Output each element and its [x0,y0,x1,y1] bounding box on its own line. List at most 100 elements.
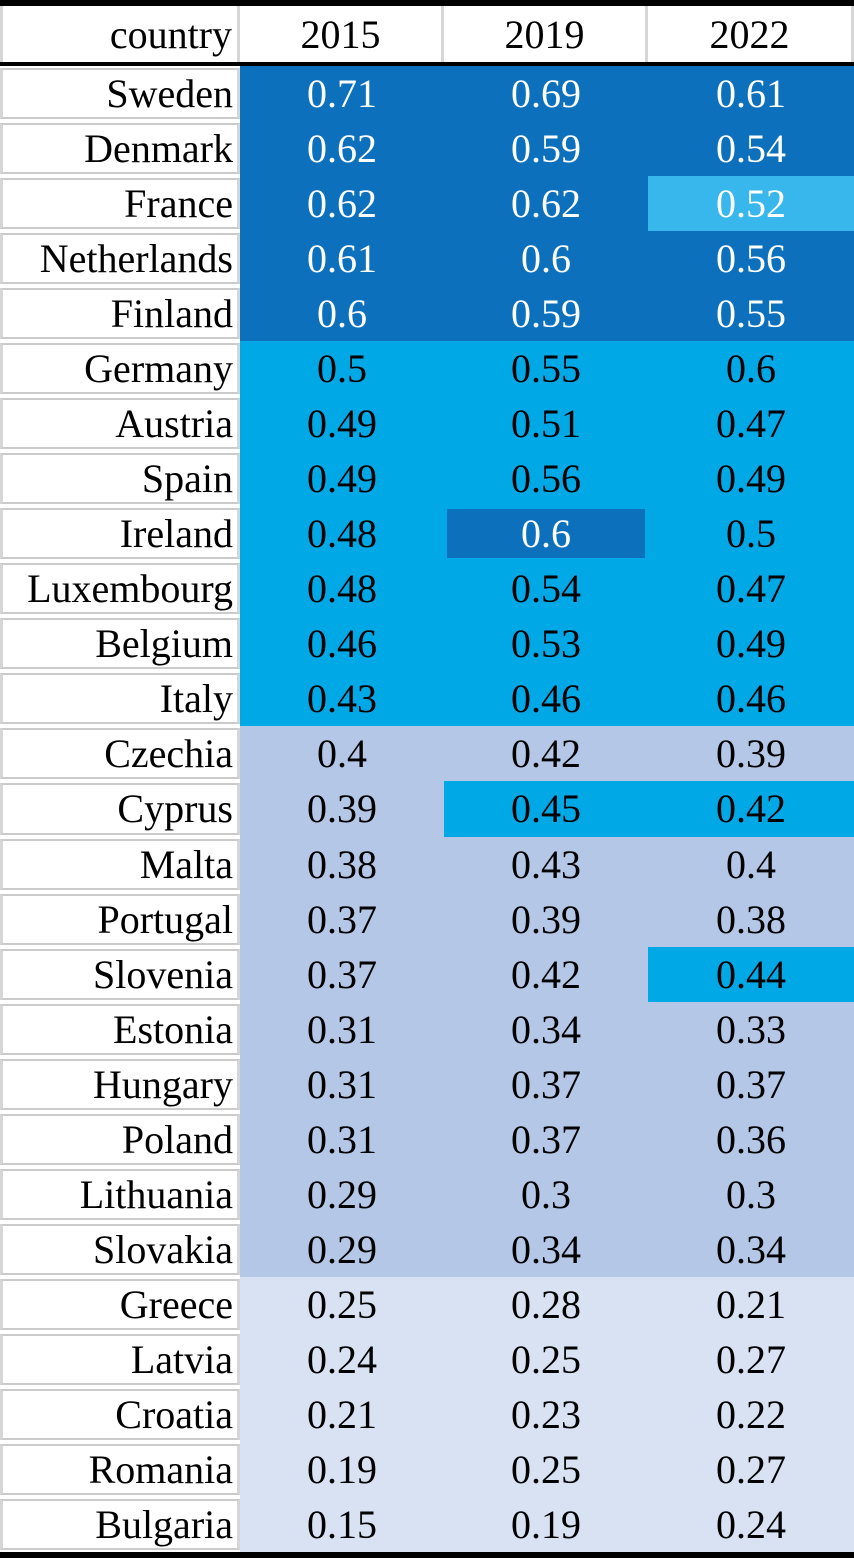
value-cell: 0.24 [240,1331,444,1387]
value-cell: 0.29 [240,1221,444,1277]
value-cell: 0.34 [444,1221,648,1277]
value-cell: 0.34 [444,1001,648,1057]
value-cell: 0.25 [444,1331,648,1387]
value-cell: 0.42 [444,946,648,1002]
table-row: Finland 0.6 0.59 0.55 [0,286,854,342]
value-cell: 0.28 [444,1276,648,1332]
table-header-row: country 2015 2019 2022 [0,6,854,66]
table-row: Lithuania 0.29 0.3 0.3 [0,1166,854,1222]
value-cell: 0.21 [240,1386,444,1442]
country-cell: Spain [0,453,240,505]
table-row: Poland 0.31 0.37 0.36 [0,1111,854,1167]
table-row: Netherlands 0.61 0.6 0.56 [0,231,854,287]
value-cell: 0.36 [648,1111,854,1167]
table-row: Cyprus 0.39 0.45 0.42 [0,781,854,837]
country-cell: Germany [0,343,240,395]
country-cell: Austria [0,398,240,450]
value-cell: 0.31 [240,1056,444,1112]
value-cell: 0.46 [444,671,648,727]
value-cell: 0.56 [444,451,648,507]
value-cell: 0.59 [444,121,648,177]
value-cell: 0.25 [240,1276,444,1332]
value-cell: 0.39 [240,781,444,837]
value-cell: 0.15 [240,1496,444,1552]
value-cell: 0.62 [240,176,444,232]
table-row: Germany 0.5 0.55 0.6 [0,341,854,397]
value-cell: 0.53 [444,616,648,672]
table-row: Sweden 0.71 0.69 0.61 [0,66,854,122]
value-cell: 0.62 [240,121,444,177]
country-cell: Denmark [0,123,240,175]
value-cell: 0.61 [240,231,444,287]
table-row: Croatia 0.21 0.23 0.22 [0,1386,854,1442]
country-cell: Ireland [0,508,240,560]
value-cell: 0.51 [444,396,648,452]
header-cell-2022: 2022 [648,6,854,62]
value-cell: 0.44 [648,946,854,1002]
value-cell: 0.55 [444,341,648,397]
value-cell: 0.29 [240,1166,444,1222]
value-cell: 0.21 [648,1276,854,1332]
country-cell: Italy [0,673,240,725]
value-cell: 0.25 [444,1441,648,1497]
value-cell: 0.37 [444,1056,648,1112]
country-cell: Estonia [0,1003,240,1055]
value-cell: 0.49 [240,396,444,452]
value-cell: 0.42 [444,726,648,782]
value-cell: 0.55 [648,286,854,342]
country-cell: Poland [0,1113,240,1165]
country-cell: Cyprus [0,783,240,835]
table-row: Romania 0.19 0.25 0.27 [0,1441,854,1497]
value-cell: 0.27 [648,1441,854,1497]
value-cell: 0.49 [240,451,444,507]
value-cell: 0.48 [240,506,444,562]
country-cell: Belgium [0,618,240,670]
table-row: Bulgaria 0.15 0.19 0.24 [0,1496,854,1552]
table-row: Malta 0.38 0.43 0.4 [0,836,854,892]
value-cell: 0.49 [648,616,854,672]
table-row: Luxembourg 0.48 0.54 0.47 [0,561,854,617]
value-cell: 0.19 [240,1441,444,1497]
value-cell: 0.6 [444,231,648,287]
country-cell: Romania [0,1443,240,1495]
value-cell: 0.6 [240,286,444,342]
value-cell: 0.31 [240,1001,444,1057]
value-cell: 0.37 [240,891,444,947]
value-cell: 0.38 [648,891,854,947]
table-row: Hungary 0.31 0.37 0.37 [0,1056,854,1112]
value-cell: 0.37 [648,1056,854,1112]
table-row: Austria 0.49 0.51 0.47 [0,396,854,452]
table-row: France 0.62 0.62 0.52 [0,176,854,232]
table-row: Greece 0.25 0.28 0.21 [0,1276,854,1332]
value-cell: 0.43 [240,671,444,727]
header-cell-2015: 2015 [240,6,444,62]
value-cell: 0.3 [444,1166,648,1222]
value-cell: 0.22 [648,1386,854,1442]
table-row: Spain 0.49 0.56 0.49 [0,451,854,507]
value-cell: 0.38 [240,836,444,892]
value-cell: 0.3 [648,1166,854,1222]
country-cell: Greece [0,1278,240,1330]
header-cell-2019: 2019 [444,6,648,62]
value-cell: 0.46 [648,671,854,727]
value-cell: 0.61 [648,66,854,122]
value-cell: 0.4 [240,726,444,782]
table-body: Sweden 0.71 0.69 0.61 Denmark 0.62 0.59 0.54 Fra… [0,66,854,1552]
value-cell: 0.71 [240,66,444,122]
value-cell: 0.5 [648,506,854,562]
value-cell: 0.42 [648,781,854,837]
value-cell: 0.54 [648,121,854,177]
value-cell: 0.6 [648,341,854,397]
value-cell: 0.39 [444,891,648,947]
header-cell-country: country [0,6,240,62]
country-cell: Bulgaria [0,1498,240,1550]
table-row: Latvia 0.24 0.25 0.27 [0,1331,854,1387]
country-cell: Hungary [0,1058,240,1110]
value-cell: 0.47 [648,396,854,452]
country-cell: France [0,178,240,230]
table-row: Czechia 0.4 0.42 0.39 [0,726,854,782]
value-cell: 0.39 [648,726,854,782]
value-cell: 0.48 [240,561,444,617]
value-cell: 0.45 [444,781,648,837]
value-cell: 0.19 [444,1496,648,1552]
